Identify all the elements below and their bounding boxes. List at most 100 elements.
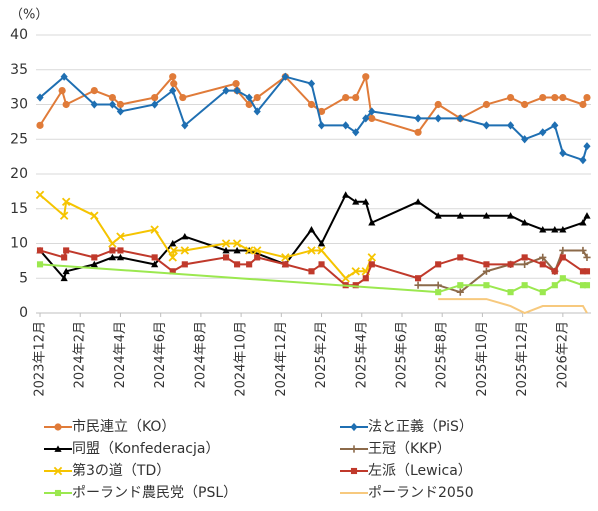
marker: [362, 114, 370, 123]
marker: [456, 288, 464, 296]
marker: [181, 261, 188, 268]
marker: [482, 121, 491, 130]
marker: [54, 445, 62, 452]
marker: [559, 93, 567, 102]
marker: [351, 267, 360, 276]
legend-label: ポーランド農民党（PSL）: [72, 485, 237, 501]
marker: [521, 219, 529, 226]
marker: [539, 93, 547, 102]
marker: [116, 232, 125, 241]
series: [36, 72, 591, 165]
x-tick-label: 2026年2月: [555, 321, 570, 388]
marker: [233, 86, 241, 95]
marker: [61, 254, 68, 261]
marker: [342, 191, 350, 198]
marker: [415, 275, 422, 282]
marker: [151, 254, 158, 261]
marker: [435, 261, 442, 268]
marker: [521, 260, 529, 268]
marker: [222, 86, 230, 95]
marker: [539, 289, 546, 296]
series-line: [39, 75, 588, 162]
y-tick-label: 15: [10, 201, 28, 217]
marker: [482, 100, 491, 109]
marker: [36, 261, 44, 268]
marker: [551, 93, 559, 102]
marker: [169, 246, 178, 255]
marker: [507, 261, 514, 268]
marker: [352, 128, 360, 137]
marker: [414, 114, 422, 123]
marker: [350, 422, 358, 432]
marker: [559, 226, 567, 233]
marker: [539, 128, 547, 137]
y-tick-label: 40: [10, 27, 28, 43]
x-tick-label: 2024年12月: [274, 321, 289, 397]
marker: [307, 100, 316, 109]
marker: [352, 198, 360, 205]
legend-label: 第3の道（TD）: [72, 462, 170, 479]
marker: [551, 226, 559, 233]
x-tick-label: 2024年2月: [73, 321, 88, 388]
marker: [368, 261, 375, 268]
marker: [36, 247, 44, 254]
marker: [108, 93, 117, 102]
marker: [168, 253, 177, 262]
y-tick-label: 35: [10, 62, 28, 78]
marker: [245, 100, 253, 109]
marker: [169, 239, 177, 247]
marker: [116, 253, 125, 261]
x-tick-label: 2024年10月: [234, 321, 249, 397]
marker: [583, 282, 591, 289]
marker: [521, 100, 529, 109]
series: [35, 190, 377, 283]
y-tick-label: 5: [19, 270, 28, 286]
marker: [244, 246, 254, 255]
marker: [350, 445, 358, 453]
marker: [253, 107, 261, 116]
marker: [414, 128, 422, 136]
x-tick-label: 2025年2月: [314, 321, 329, 388]
marker: [317, 239, 326, 247]
legend-label: ポーランド2050: [368, 485, 474, 501]
legend-label: 同盟（Konfederacja）: [72, 441, 219, 457]
marker: [435, 289, 442, 296]
marker: [35, 190, 45, 200]
x-tick-label: 2024年8月: [193, 321, 208, 388]
marker: [180, 246, 190, 255]
marker: [307, 226, 316, 233]
marker: [222, 246, 230, 254]
marker: [350, 467, 358, 475]
marker: [583, 268, 591, 275]
marker: [63, 247, 70, 254]
marker: [54, 489, 62, 497]
marker: [583, 93, 591, 102]
marker: [169, 73, 177, 81]
marker: [61, 197, 71, 207]
marker: [254, 254, 261, 261]
marker: [342, 93, 350, 102]
x-tick-label: 2025年8月: [435, 321, 450, 388]
marker: [506, 93, 515, 102]
marker: [245, 93, 253, 102]
marker: [53, 466, 63, 476]
marker: [362, 275, 369, 282]
marker: [341, 274, 350, 283]
marker: [539, 253, 547, 261]
marker: [368, 219, 376, 226]
marker: [116, 107, 125, 116]
series-line: [438, 298, 588, 315]
marker: [483, 261, 490, 268]
marker: [579, 268, 587, 275]
marker: [414, 281, 422, 289]
legend-label: 左派（Lewica）: [368, 463, 472, 479]
marker: [109, 247, 116, 254]
marker: [457, 254, 464, 261]
marker: [181, 121, 189, 130]
marker: [62, 100, 70, 109]
marker: [252, 246, 262, 255]
marker: [108, 239, 117, 248]
marker: [281, 72, 289, 81]
marker: [457, 282, 464, 289]
marker: [521, 254, 528, 261]
